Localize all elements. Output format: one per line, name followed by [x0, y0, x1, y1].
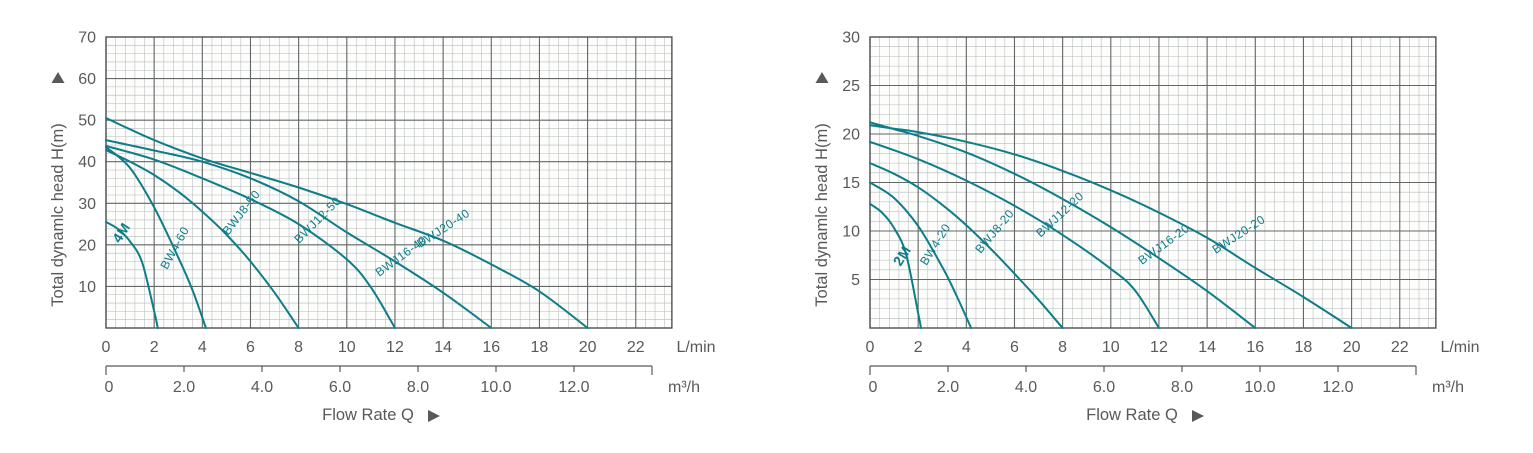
- secondary-tick-label: 8.0: [1171, 379, 1193, 396]
- flow-direction-arrow-icon: [1192, 410, 1204, 422]
- y-tick-label: 60: [78, 71, 96, 88]
- curve-BWJ16-40: [105, 139, 493, 329]
- x-tick-label: 18: [1295, 339, 1313, 356]
- secondary-unit-label: m³/h: [1432, 379, 1464, 396]
- y-tick-label: 20: [842, 127, 860, 144]
- secondary-tick-label: 4.0: [1015, 379, 1037, 396]
- y-tick-label: 40: [78, 154, 96, 171]
- curve-BWJ12-50: [105, 144, 396, 329]
- head-direction-arrow-icon: [815, 72, 829, 83]
- curve-BW4-20: [869, 181, 973, 329]
- curve-BWJ12-20: [869, 140, 1160, 329]
- secondary-tick-label: 6.0: [329, 379, 351, 396]
- x-tick-label: 10: [1102, 339, 1120, 356]
- x-tick-label: 4: [962, 339, 971, 356]
- curve-BWJ20-40: [105, 117, 589, 329]
- x-axis-title: Flow Rate Q: [1086, 406, 1178, 424]
- secondary-axis: [869, 365, 1417, 375]
- y-tick-label: 50: [78, 113, 96, 130]
- curve-BWJ20-20: [869, 124, 1353, 329]
- x-tick-label: 6: [246, 339, 255, 356]
- flow-direction-arrow-icon: [428, 410, 440, 422]
- secondary-tick-label: 6.0: [1093, 379, 1115, 396]
- x-axis-title: Flow Rate Q: [322, 406, 414, 424]
- x-unit-label: L/min: [676, 339, 715, 356]
- secondary-tick-label: 12.0: [558, 379, 589, 396]
- y-tick-label: 30: [842, 30, 860, 47]
- secondary-tick-label: 2.0: [173, 379, 195, 396]
- y-tick-label: 30: [78, 196, 96, 213]
- curve-BWJ8-50: [105, 149, 300, 329]
- curve-BWJ8-20: [869, 162, 1064, 329]
- secondary-tick-label: 10.0: [480, 379, 511, 396]
- y-axis-title: Total dynamlc head H(m): [49, 123, 67, 306]
- secondary-axis: [105, 365, 653, 375]
- curve-BWJ16-20: [869, 121, 1257, 329]
- major-grid: [105, 37, 672, 328]
- x-tick-label: 22: [1391, 339, 1409, 356]
- x-tick-label: 14: [434, 339, 452, 356]
- chart-low-head: 30 25 20 15 10 5 0 2 4 6 8 10 12 14 16 18 20 22 L/min 0 2.0 4…: [813, 30, 1480, 425]
- curve-2M: [869, 202, 922, 329]
- x-tick-label: 22: [627, 339, 645, 356]
- y-tick-label: 10: [78, 279, 96, 296]
- secondary-tick-label: 12.0: [1322, 379, 1353, 396]
- secondary-tick-label: 4.0: [251, 379, 273, 396]
- secondary-tick-label: 8.0: [407, 379, 429, 396]
- x-tick-label: 10: [338, 339, 356, 356]
- x-tick-label: 2: [150, 339, 159, 356]
- x-tick-label: 8: [1058, 339, 1067, 356]
- x-tick-label: 16: [1246, 339, 1264, 356]
- major-grid: [869, 37, 1436, 328]
- x-tick-label: 20: [579, 339, 597, 356]
- secondary-tick-label: 0: [105, 379, 114, 396]
- y-tick-label: 25: [842, 78, 860, 95]
- x-unit-label: L/min: [1440, 339, 1479, 356]
- plot-area: [106, 37, 672, 328]
- x-tick-label: 18: [531, 339, 549, 356]
- x-tick-label: 6: [1010, 339, 1019, 356]
- secondary-tick-label: 0: [869, 379, 878, 396]
- secondary-unit-label: m³/h: [668, 379, 700, 396]
- x-tick-label: 14: [1198, 339, 1216, 356]
- head-direction-arrow-icon: [51, 72, 65, 83]
- x-tick-label: 2: [914, 339, 923, 356]
- y-tick-label: 70: [78, 30, 96, 47]
- x-tick-label: 16: [482, 339, 500, 356]
- chart-high-head: 70 60 50 40 30 20 10 0 2 4 6 8 10 12 14 16 18 20 22 L/min 0 2…: [49, 30, 716, 425]
- plot-border: [105, 36, 673, 329]
- x-tick-label: 4: [198, 339, 207, 356]
- x-tick-label: 20: [1343, 339, 1361, 356]
- x-tick-label: 0: [102, 339, 111, 356]
- x-tick-label: 8: [294, 339, 303, 356]
- y-tick-label: 5: [851, 272, 860, 289]
- secondary-tick-label: 10.0: [1244, 379, 1275, 396]
- curve-BW4-60: [105, 146, 207, 329]
- x-tick-label: 12: [1150, 339, 1168, 356]
- secondary-tick-label: 2.0: [937, 379, 959, 396]
- y-tick-label: 15: [842, 175, 860, 192]
- y-axis-title: Total dynamlc head H(m): [813, 123, 831, 306]
- x-tick-label: 0: [866, 339, 875, 356]
- y-tick-label: 20: [78, 237, 96, 254]
- curve-4M: [105, 220, 159, 329]
- y-tick-label: 10: [842, 224, 860, 241]
- x-tick-label: 12: [386, 339, 404, 356]
